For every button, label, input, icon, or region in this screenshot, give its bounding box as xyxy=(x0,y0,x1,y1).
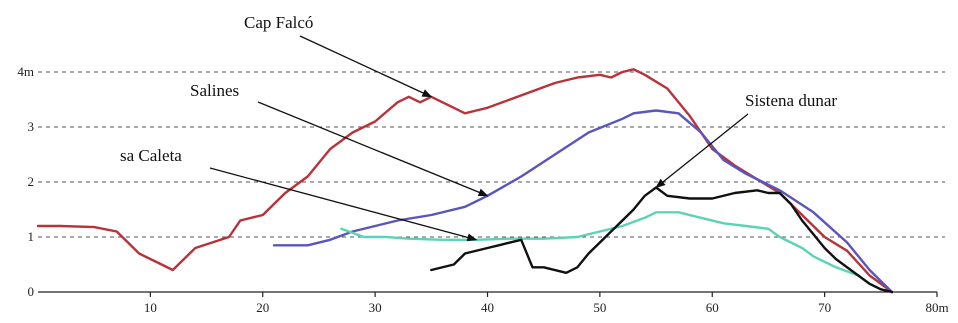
axes: 0 1 2 3 4m 10 20 30 40 50 60 70 80m xyxy=(17,64,948,315)
x-tick-label: 20 xyxy=(256,300,269,315)
x-tick-label: 40 xyxy=(481,300,494,315)
y-tick-label: 4m xyxy=(17,64,34,79)
annotation-arrow xyxy=(209,167,478,242)
annotation-arrow xyxy=(257,101,489,197)
gridlines xyxy=(38,71,945,238)
x-tick-label: 60 xyxy=(706,300,719,315)
series-line-cap-falc- xyxy=(36,68,894,294)
series-line-sa-caleta xyxy=(340,211,882,291)
annotation-arrow xyxy=(299,35,433,98)
series-lines xyxy=(36,68,894,294)
series-line-salines xyxy=(272,109,894,294)
y-tick-label: 3 xyxy=(28,119,35,134)
series-line-sistena-dunar xyxy=(430,186,894,294)
annotations: Cap Falcó Salines sa Caleta Sistena dunar xyxy=(120,13,837,242)
x-tick-label: 10 xyxy=(144,300,157,315)
x-tick-label: 50 xyxy=(593,300,606,315)
annotation-arrow xyxy=(655,113,749,189)
x-tick-label: 80m xyxy=(925,300,948,315)
annotation-label-cap-falc-: Cap Falcó xyxy=(244,13,313,32)
annotation-label-sistena-dunar: Sistena dunar xyxy=(745,91,837,110)
y-tick-label: 2 xyxy=(28,174,35,189)
y-tick-label: 1 xyxy=(28,229,35,244)
x-tick-label: 30 xyxy=(369,300,382,315)
annotation-label-sa-caleta: sa Caleta xyxy=(120,146,182,165)
x-tick-label: 70 xyxy=(818,300,831,315)
y-tick-label: 0 xyxy=(28,284,35,299)
annotation-label-salines: Salines xyxy=(190,81,239,100)
